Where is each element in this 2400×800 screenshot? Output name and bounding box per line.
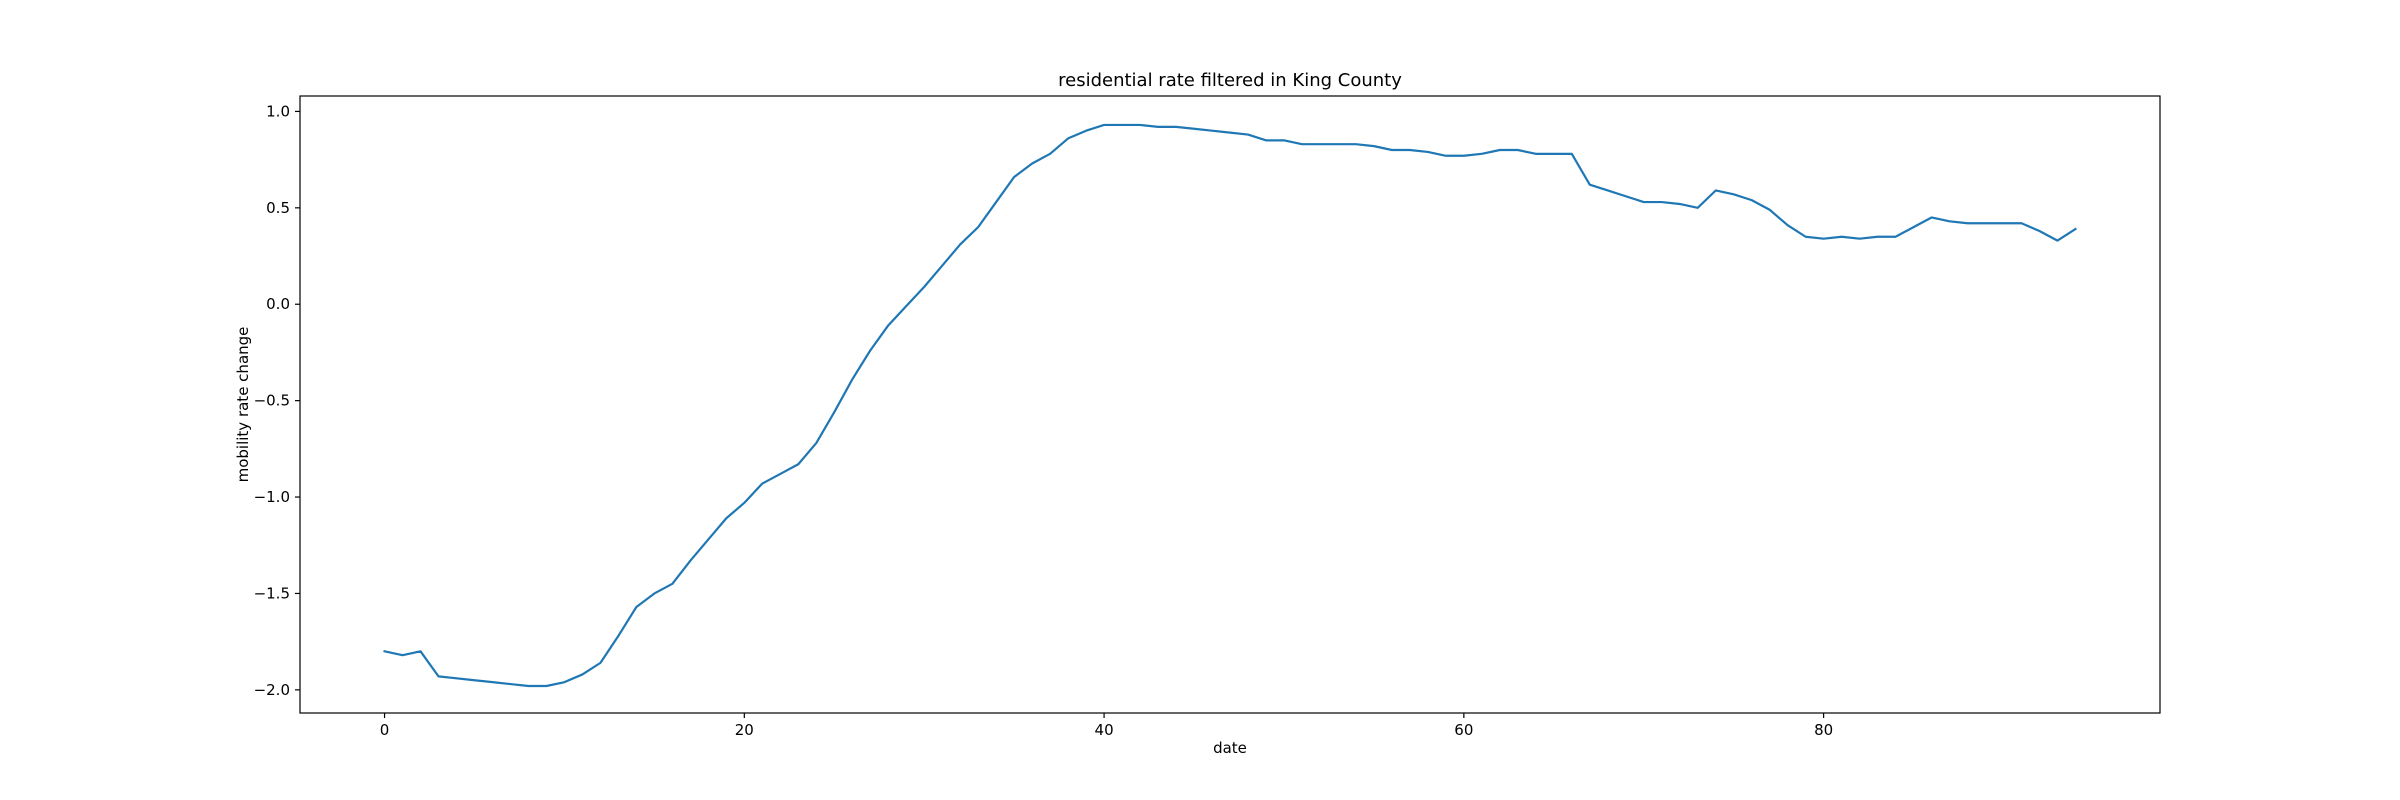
x-axis-label: date: [1213, 739, 1247, 757]
y-tick-label: 1.0: [266, 102, 290, 120]
y-axis-label: mobility rate change: [234, 327, 252, 483]
y-tick-label: −0.5: [254, 392, 290, 410]
plot-area: [299, 95, 2161, 714]
y-tick-label: −2.0: [254, 681, 290, 699]
plot-frame: [299, 95, 2161, 714]
x-tick-label: 60: [1454, 721, 1473, 739]
x-tick-label: 0: [380, 721, 390, 739]
x-tick-label: 20: [735, 721, 754, 739]
y-tick-label: −1.0: [254, 488, 290, 506]
series-line: [383, 123, 2077, 688]
x-tick-label: 80: [1814, 721, 1833, 739]
y-tick-label: 0.0: [266, 295, 290, 313]
chart-title: residential rate filtered in King County: [1058, 70, 1402, 91]
x-axis-ticks: 0 20 40 60 80: [380, 713, 1833, 739]
x-tick-label: 40: [1095, 721, 1114, 739]
y-tick-label: 0.5: [266, 199, 290, 217]
y-tick-label: −1.5: [254, 584, 290, 602]
y-axis-ticks: 1.0 0.5 0.0 −0.5 −1.0 −1.5 −2.0: [254, 102, 300, 699]
